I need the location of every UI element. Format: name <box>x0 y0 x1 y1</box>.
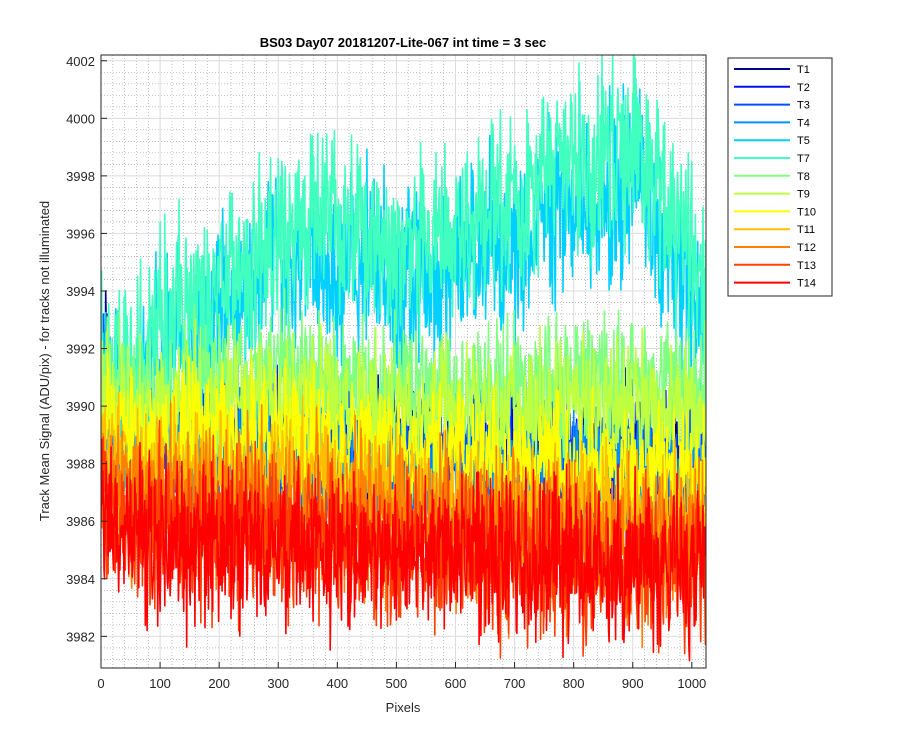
y-tick-label: 3998 <box>66 169 95 184</box>
legend-label-t13: T13 <box>797 260 816 272</box>
legend-label-t12: T12 <box>797 242 816 254</box>
legend-label-t7: T7 <box>797 153 810 165</box>
y-tick-label: 3988 <box>66 457 95 472</box>
x-axis-ticks: 0 100 200 300 400 500 600 700 800 900 1000 <box>97 662 706 691</box>
legend-label-t8: T8 <box>797 171 810 183</box>
x-axis-label: Pixels <box>386 700 421 715</box>
y-tick-label: 3984 <box>66 572 95 587</box>
series-line-t14 <box>101 438 706 662</box>
legend-label-t10: T10 <box>797 206 816 218</box>
legend-label-t14: T14 <box>797 278 816 290</box>
x-tick-label: 300 <box>267 676 289 691</box>
y-tick-label: 3994 <box>66 284 95 299</box>
x-tick-label: 1000 <box>677 676 706 691</box>
y-tick-label: 3986 <box>66 514 95 529</box>
legend-label-t5: T5 <box>797 135 810 147</box>
plot-frame <box>100 54 707 669</box>
x-tick-label: 100 <box>149 676 171 691</box>
y-axis-label: Track Mean Signal (ADU/pix) - for tracks… <box>37 201 52 521</box>
x-tick-label: 500 <box>386 676 408 691</box>
y-tick-label: 3992 <box>66 342 95 357</box>
x-tick-label: 400 <box>326 676 348 691</box>
chart-title: BS03 Day07 20181207-Lite-067 int time = … <box>260 35 547 50</box>
series-line-t7 <box>101 55 706 471</box>
legend-label-t3: T3 <box>797 100 810 112</box>
x-tick-label: 700 <box>504 676 526 691</box>
x-tick-label: 900 <box>622 676 644 691</box>
x-tick-label: 800 <box>563 676 585 691</box>
legend-label-t9: T9 <box>797 189 810 201</box>
legend-label-t11: T11 <box>797 224 815 236</box>
y-tick-label: 3990 <box>66 399 95 414</box>
legend-label-t4: T4 <box>797 117 810 129</box>
x-tick-label: 0 <box>97 676 104 691</box>
x-tick-label: 600 <box>445 676 467 691</box>
y-tick-label: 4000 <box>66 111 95 126</box>
y-tick-label: 3982 <box>66 629 95 644</box>
y-axis-ticks: 3982 3984 3986 3988 3990 3992 3994 3996 3998 4000… <box>66 54 107 644</box>
legend: T1 T2 T3 T4 T5 T7 T8 T9 T10 T11 T12 T13 T14 <box>727 57 833 297</box>
legend-label-t2: T2 <box>797 82 810 94</box>
series-layer <box>101 55 706 662</box>
legend-box <box>727 57 833 297</box>
y-tick-label: 3996 <box>66 226 95 241</box>
y-tick-label: 4002 <box>66 54 95 69</box>
legend-label-t1: T1 <box>797 64 810 76</box>
x-tick-label: 200 <box>208 676 230 691</box>
